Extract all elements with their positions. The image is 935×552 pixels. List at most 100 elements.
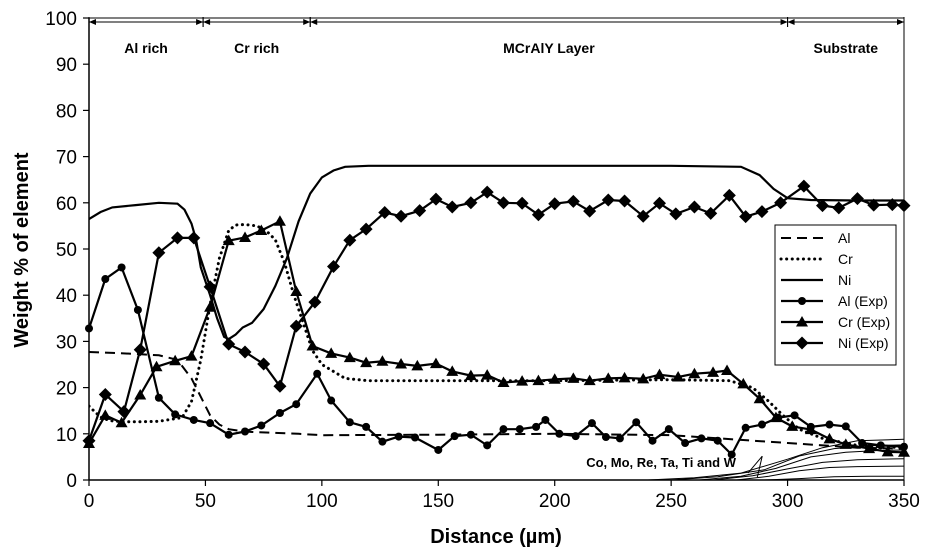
series-line-al	[89, 351, 904, 450]
x-tick-label: 350	[888, 491, 920, 512]
series-line-ni	[89, 164, 904, 341]
triangle-marker	[532, 374, 545, 386]
diamond-marker	[515, 196, 529, 210]
circle-marker	[648, 436, 657, 445]
circle-marker	[727, 450, 736, 459]
circle-marker	[292, 400, 301, 409]
region-label: Substrate	[813, 40, 878, 56]
legend-label: Ni (Exp)	[838, 335, 889, 351]
x-tick-label: 100	[306, 491, 338, 512]
triangle-marker	[150, 360, 163, 372]
diamond-marker	[222, 337, 236, 351]
triangle-marker	[99, 409, 112, 420]
y-tick-label: 50	[56, 240, 77, 261]
region-annotations: Al rich Cr rich MCrAlY Layer Substrate	[88, 17, 905, 56]
diamond-marker	[289, 319, 303, 333]
diamond-marker	[548, 197, 562, 211]
diamond-marker	[531, 208, 545, 222]
diamond-marker	[359, 222, 373, 236]
circle-marker	[206, 419, 215, 428]
triangle-marker	[653, 368, 666, 380]
circle-marker	[483, 441, 492, 450]
diamond-marker	[704, 206, 718, 220]
legend-box	[774, 224, 897, 366]
circle-marker	[117, 263, 126, 272]
diamond-marker	[429, 192, 443, 206]
triangle-marker	[516, 375, 529, 386]
x-tick-label: 300	[772, 491, 804, 512]
circle-marker	[411, 433, 419, 442]
minor-element-line	[89, 444, 904, 480]
minor-element-line	[89, 465, 904, 480]
diamond-marker	[885, 198, 899, 212]
triangle-marker	[429, 357, 442, 369]
circle-marker	[224, 430, 233, 439]
y-tick-label: 0	[66, 471, 77, 492]
circle-marker	[601, 433, 610, 442]
diamond-marker	[669, 207, 683, 221]
circle-marker	[362, 422, 371, 431]
triangle-marker	[343, 351, 356, 363]
diamond-marker	[445, 200, 459, 214]
triangle-marker	[134, 388, 147, 400]
y-tick-label: 40	[56, 286, 77, 307]
triangle-marker	[376, 355, 389, 366]
triangle-marker	[602, 372, 615, 383]
circle-marker	[713, 436, 722, 445]
circle-marker	[466, 430, 475, 439]
diamond-marker	[343, 233, 357, 247]
region-arrowhead	[897, 19, 904, 25]
diamond-marker	[152, 246, 166, 260]
x-tick-label: 0	[84, 491, 95, 512]
triangle-marker	[395, 358, 408, 369]
region-arrowhead	[89, 19, 96, 25]
triangle-marker	[115, 416, 128, 428]
circle-marker	[394, 432, 403, 441]
markers-layer	[82, 179, 911, 459]
legend-label: Cr	[838, 251, 853, 267]
region-arrowhead	[780, 19, 788, 25]
y-tick-label: 30	[56, 332, 77, 353]
circle-marker	[275, 409, 284, 418]
circle-marker	[515, 425, 524, 434]
minor-element-line	[89, 458, 904, 480]
diamond-marker	[739, 210, 753, 224]
diamond-marker	[98, 388, 112, 402]
triangle-marker	[255, 224, 268, 236]
diamond-marker	[795, 336, 809, 350]
circle-marker	[825, 420, 834, 429]
triangle-marker	[325, 347, 338, 358]
circle-marker	[571, 432, 580, 441]
diamond-marker	[797, 179, 811, 193]
circle-marker	[541, 415, 550, 424]
triangle-marker	[618, 371, 631, 383]
diamond-marker	[774, 196, 788, 210]
circle-marker	[790, 411, 799, 420]
diamond-marker	[378, 206, 392, 220]
diamond-marker	[653, 196, 666, 210]
legend-label: Cr (Exp)	[838, 314, 890, 330]
circle-marker	[101, 275, 110, 284]
circle-marker	[133, 305, 142, 314]
circle-marker	[499, 425, 508, 434]
circle-marker	[876, 441, 885, 450]
diamond-marker	[566, 194, 580, 208]
diamond-marker	[755, 205, 769, 219]
circle-marker	[378, 437, 387, 446]
circle-marker	[858, 439, 867, 448]
diamond-marker	[867, 198, 881, 212]
triangle-marker	[446, 365, 459, 376]
diamond-marker	[687, 200, 701, 214]
diamond-marker	[327, 260, 340, 274]
triangle-marker	[672, 370, 685, 382]
y-tick-label: 100	[45, 9, 77, 30]
triangle-marker	[583, 374, 596, 386]
circle-marker	[327, 396, 336, 405]
triangle-marker	[707, 366, 720, 377]
circle-marker	[664, 425, 673, 434]
circle-marker	[555, 429, 564, 438]
region-arrowhead	[310, 19, 318, 25]
triangle-marker	[464, 369, 477, 381]
y-axis-title: Weight % of element	[11, 152, 33, 348]
